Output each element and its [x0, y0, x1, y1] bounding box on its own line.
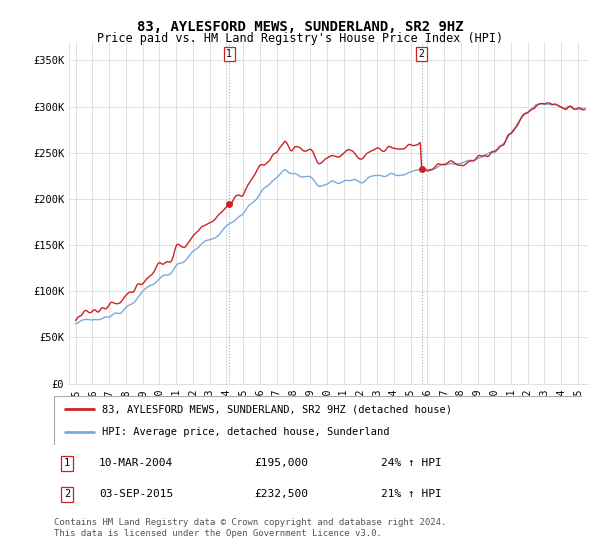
Text: 2: 2: [64, 489, 70, 500]
Text: Contains HM Land Registry data © Crown copyright and database right 2024.: Contains HM Land Registry data © Crown c…: [54, 518, 446, 527]
Text: 24% ↑ HPI: 24% ↑ HPI: [382, 459, 442, 469]
Text: 1: 1: [64, 459, 70, 469]
Text: 83, AYLESFORD MEWS, SUNDERLAND, SR2 9HZ: 83, AYLESFORD MEWS, SUNDERLAND, SR2 9HZ: [137, 20, 463, 34]
Text: 10-MAR-2004: 10-MAR-2004: [99, 459, 173, 469]
Text: 1: 1: [226, 49, 232, 59]
Text: 03-SEP-2015: 03-SEP-2015: [99, 489, 173, 500]
Text: This data is licensed under the Open Government Licence v3.0.: This data is licensed under the Open Gov…: [54, 529, 382, 538]
Text: HPI: Average price, detached house, Sunderland: HPI: Average price, detached house, Sund…: [101, 427, 389, 437]
Text: £195,000: £195,000: [254, 459, 308, 469]
Text: 83, AYLESFORD MEWS, SUNDERLAND, SR2 9HZ (detached house): 83, AYLESFORD MEWS, SUNDERLAND, SR2 9HZ …: [101, 404, 452, 414]
Text: 2: 2: [419, 49, 425, 59]
Text: £232,500: £232,500: [254, 489, 308, 500]
Text: 21% ↑ HPI: 21% ↑ HPI: [382, 489, 442, 500]
Text: Price paid vs. HM Land Registry's House Price Index (HPI): Price paid vs. HM Land Registry's House …: [97, 32, 503, 45]
